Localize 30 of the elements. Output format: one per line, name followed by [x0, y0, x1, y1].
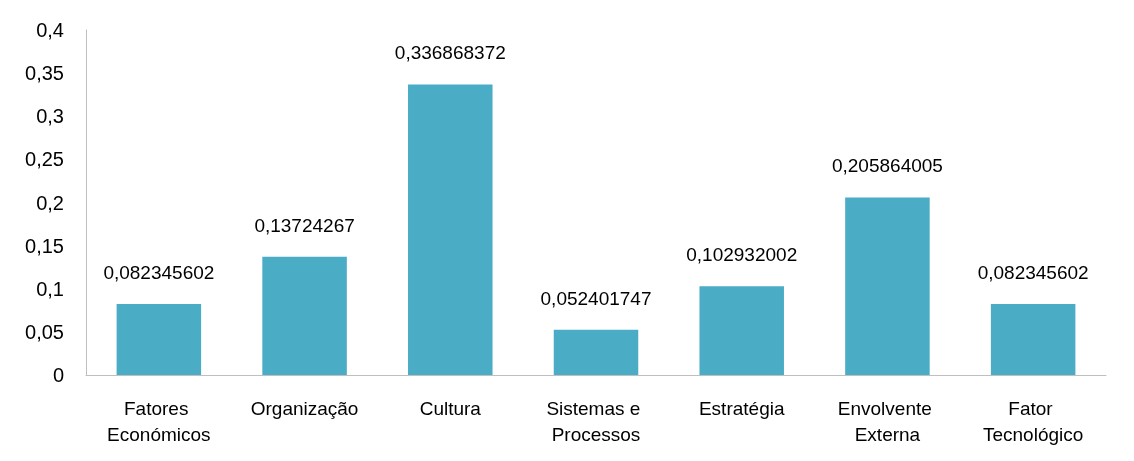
x-tick-label: Fator Tecnológico	[982, 397, 1084, 445]
data-label: 0,052401747	[540, 287, 652, 309]
data-label: 0,205864005	[831, 155, 943, 177]
bar	[408, 84, 493, 375]
x-tick-label: Organização	[250, 397, 359, 419]
y-tick-label: 0,1	[36, 277, 64, 300]
x-tick-label: Estratégia	[698, 397, 785, 419]
data-label: 0,082345602	[977, 261, 1089, 283]
y-tick-label: 0,25	[25, 148, 64, 171]
bar	[990, 303, 1076, 375]
x-tick-label: Cultura	[419, 397, 482, 419]
bar	[699, 286, 784, 375]
y-tick-label: 0	[52, 364, 64, 386]
y-tick-label: 0,2	[36, 191, 64, 214]
x-tick-label: Fatores Económicos	[107, 397, 211, 445]
bar	[845, 197, 930, 375]
x-tick-label: Envolvente Externa	[837, 397, 938, 445]
y-tick-label: 0,35	[25, 62, 64, 85]
bar	[116, 303, 202, 375]
data-label: 0,13724267	[254, 214, 355, 236]
y-tick-label: 0,05	[25, 320, 64, 343]
y-tick-label: 0,15	[25, 234, 64, 257]
y-tick-label: 0,3	[36, 105, 64, 128]
bar	[262, 256, 347, 375]
data-label: 0,102932002	[686, 244, 798, 266]
y-tick-label: 0,4	[36, 19, 64, 41]
data-label: 0,082345602	[103, 261, 215, 283]
bar	[553, 329, 639, 375]
x-tick-label: Sistemas e Processos	[546, 397, 646, 445]
data-label: 0,336868372	[394, 42, 506, 64]
